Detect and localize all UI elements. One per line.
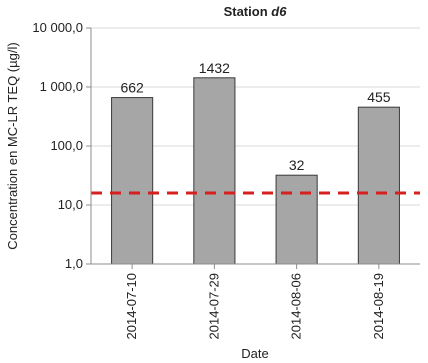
labels: 1,0 10,0 100,0 1 000,0 10 000,0 662 2014-07-10… (32, 20, 390, 340)
data-label: 662 (120, 80, 144, 96)
axes (86, 27, 420, 269)
data-label: 32 (289, 157, 305, 173)
y-axis-label: Concentration en MC-LR TEQ (µg/l) (5, 42, 20, 249)
y-tick-label: 1,0 (65, 256, 83, 271)
x-axis-label: Date (241, 346, 268, 361)
chart-title-station: d6 (271, 4, 287, 19)
bars (111, 77, 400, 265)
chart-title: Station d6 (224, 4, 288, 19)
data-label: 455 (367, 89, 391, 105)
bar-2014-08-19 (357, 106, 400, 265)
x-tick-label: 2014-07-29 (206, 273, 221, 340)
y-tick-label: 100,0 (50, 138, 83, 153)
bar-2014-08-06 (275, 174, 318, 265)
y-tick-label: 1 000,0 (40, 79, 83, 94)
x-tick-label: 2014-08-06 (289, 273, 304, 340)
x-tick-label: 2014-08-19 (371, 273, 386, 340)
chart-title-prefix: Station (224, 4, 272, 19)
x-tick-label: 2014-07-10 (124, 273, 139, 340)
y-tick-label: 10,0 (58, 197, 83, 212)
bar-2014-07-10 (111, 97, 154, 265)
bar-2014-07-29 (193, 77, 236, 265)
data-label: 1432 (199, 60, 230, 76)
y-tick-label: 10 000,0 (32, 20, 83, 35)
